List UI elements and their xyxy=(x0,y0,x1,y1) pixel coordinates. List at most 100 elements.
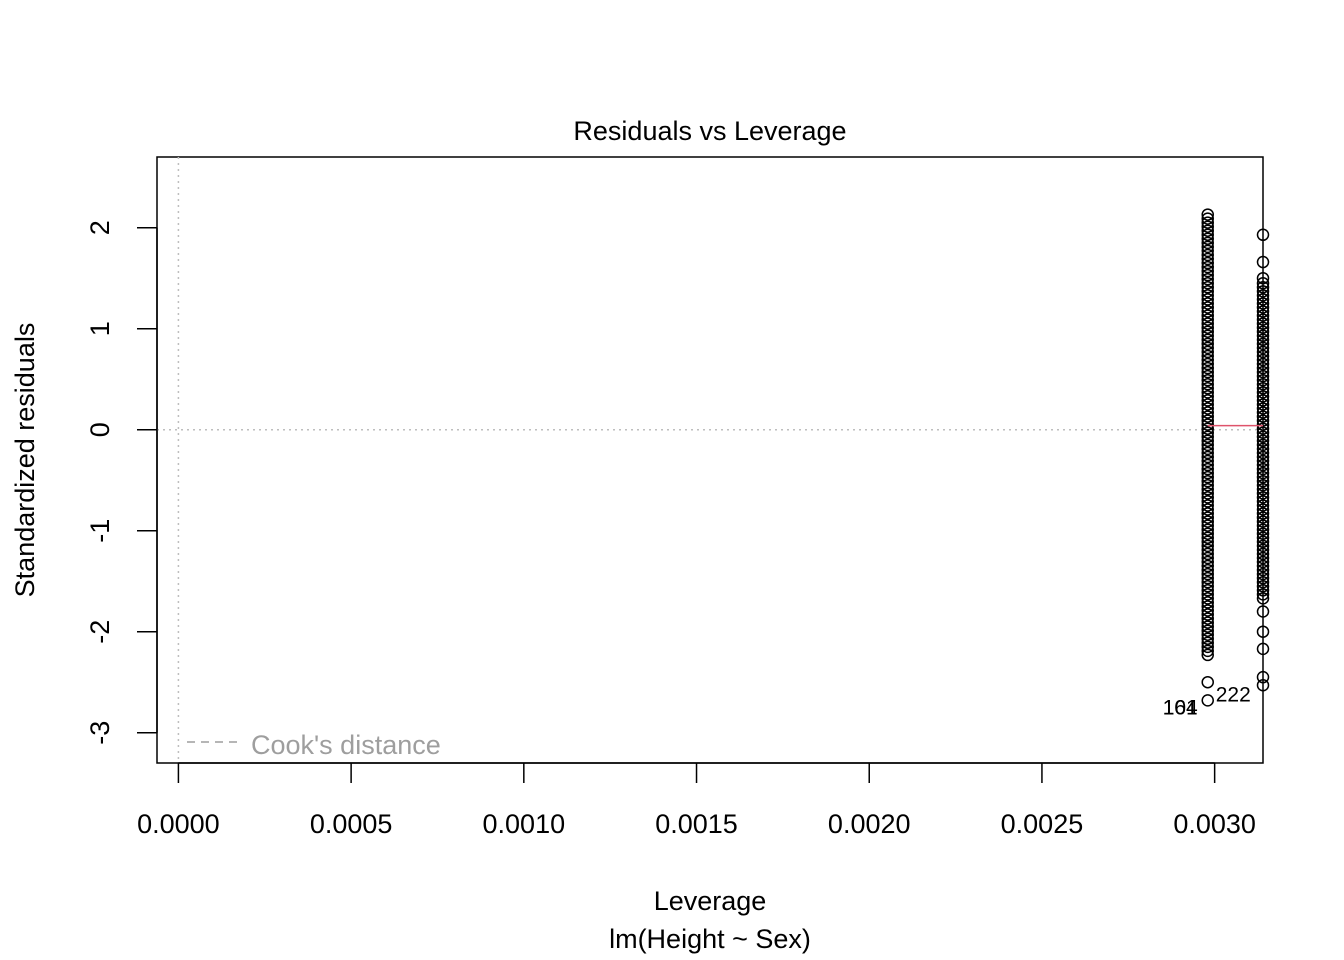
data-point xyxy=(1201,446,1214,460)
data-point xyxy=(1201,341,1214,355)
data-point xyxy=(1201,386,1214,399)
data-point xyxy=(1201,454,1214,468)
data-point xyxy=(1256,563,1270,577)
data-point xyxy=(1201,289,1214,302)
data-point xyxy=(1256,584,1270,597)
data-point xyxy=(1256,446,1270,460)
data-point xyxy=(1256,255,1270,269)
data-point xyxy=(1201,236,1214,250)
data-point xyxy=(1256,422,1270,435)
y-tick-label: -3 xyxy=(85,721,115,745)
data-point xyxy=(1201,252,1214,266)
data-point xyxy=(1201,369,1214,383)
data-point xyxy=(1201,458,1214,472)
data-point xyxy=(1201,301,1214,314)
data-point xyxy=(1201,297,1214,310)
data-point xyxy=(1256,531,1270,545)
data-point xyxy=(1256,305,1270,318)
data-point xyxy=(1201,438,1214,452)
data-point xyxy=(1201,567,1214,581)
plot-frame xyxy=(156,156,1264,764)
data-point xyxy=(1201,620,1214,633)
point-label: 222 xyxy=(1216,683,1251,706)
data-point xyxy=(1201,470,1214,484)
data-point xyxy=(1256,333,1270,347)
data-point xyxy=(1201,313,1214,326)
y-tick-label: -1 xyxy=(85,519,115,543)
data-point xyxy=(1256,309,1270,322)
data-point xyxy=(1256,361,1270,375)
data-point xyxy=(1201,260,1214,274)
data-point xyxy=(1201,216,1214,229)
data-point xyxy=(1256,567,1270,581)
data-point xyxy=(1256,642,1270,656)
chart-title: Residuals vs Leverage xyxy=(573,116,846,146)
data-point xyxy=(1256,410,1270,423)
data-point xyxy=(1201,321,1214,334)
data-point xyxy=(1201,264,1214,278)
data-point xyxy=(1256,503,1270,516)
data-point xyxy=(1256,426,1270,439)
data-point xyxy=(1256,592,1270,605)
data-point xyxy=(1256,394,1270,407)
data-point xyxy=(1256,523,1270,536)
data-point xyxy=(1256,625,1270,638)
point-label: 164 xyxy=(1163,696,1198,719)
data-point xyxy=(1256,454,1270,468)
data-point xyxy=(1201,588,1214,601)
data-point xyxy=(1256,527,1270,540)
data-point xyxy=(1201,531,1214,545)
data-point xyxy=(1256,575,1270,589)
data-point xyxy=(1201,515,1214,528)
data-point xyxy=(1201,394,1214,407)
data-point xyxy=(1201,402,1214,415)
data-point xyxy=(1201,256,1214,270)
data-point xyxy=(1201,636,1214,650)
data-point xyxy=(1256,491,1270,504)
data-point xyxy=(1201,527,1214,540)
data-point xyxy=(1201,398,1214,411)
data-point xyxy=(1201,648,1214,662)
data-point xyxy=(1201,600,1214,613)
data-points xyxy=(1201,208,1270,707)
data-point xyxy=(1201,357,1214,371)
data-point xyxy=(1201,378,1214,391)
data-point xyxy=(1201,410,1214,423)
x-tick-label: 0.0000 xyxy=(137,809,220,839)
data-point xyxy=(1256,386,1270,399)
data-point xyxy=(1256,483,1270,496)
data-point xyxy=(1256,357,1270,371)
data-point xyxy=(1256,462,1270,476)
data-point xyxy=(1256,297,1270,310)
data-point xyxy=(1201,305,1214,318)
data-point xyxy=(1256,378,1270,391)
data-point xyxy=(1201,479,1214,492)
data-point xyxy=(1201,422,1214,435)
data-point xyxy=(1201,325,1214,338)
data-point xyxy=(1201,499,1214,512)
data-point xyxy=(1201,495,1214,508)
data-point xyxy=(1256,382,1270,395)
data-point xyxy=(1201,466,1214,480)
data-point xyxy=(1201,575,1214,589)
data-point xyxy=(1201,268,1214,282)
data-point xyxy=(1256,281,1270,294)
data-point xyxy=(1256,499,1270,512)
data-point xyxy=(1256,580,1270,593)
data-point xyxy=(1201,519,1214,532)
data-point xyxy=(1256,228,1270,242)
data-point xyxy=(1201,559,1214,573)
data-point xyxy=(1201,248,1214,262)
x-axis-label: Leverage xyxy=(654,886,767,916)
data-point xyxy=(1201,523,1214,536)
data-point xyxy=(1256,271,1270,285)
data-point xyxy=(1201,644,1214,658)
data-point xyxy=(1256,515,1270,528)
data-point xyxy=(1256,458,1270,472)
data-point xyxy=(1201,604,1214,617)
data-point xyxy=(1256,442,1270,456)
data-point xyxy=(1201,430,1214,444)
data-point xyxy=(1256,551,1270,565)
data-point xyxy=(1256,349,1270,363)
